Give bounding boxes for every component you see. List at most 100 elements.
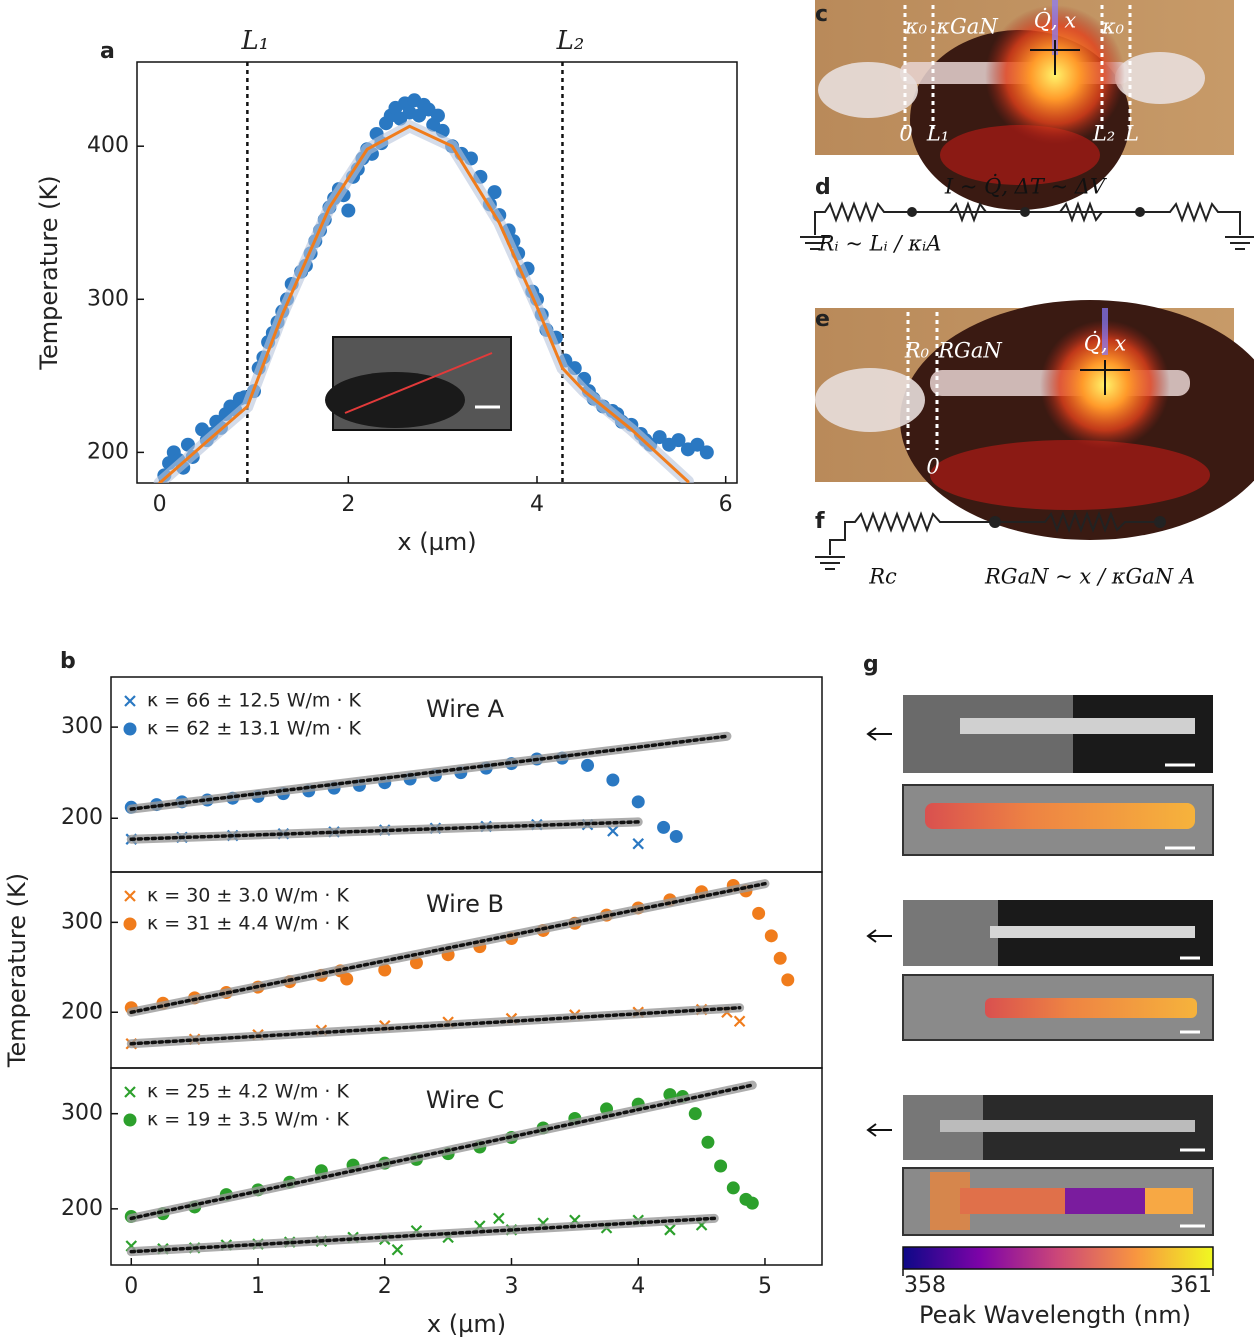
data-point bbox=[664, 1224, 676, 1236]
legend-marker bbox=[123, 1113, 137, 1127]
x-tick-label: 1 bbox=[251, 1274, 265, 1299]
legend-label: κ = 19 ± 3.5 W/m · K bbox=[147, 1109, 349, 1131]
data-point bbox=[652, 430, 667, 445]
legend-marker bbox=[124, 1086, 136, 1098]
illustration-c bbox=[815, 0, 1234, 210]
data-point bbox=[690, 437, 705, 452]
schematic-label: Rc bbox=[868, 565, 897, 589]
illustration-e bbox=[815, 300, 1254, 540]
panel-label: b bbox=[60, 649, 76, 674]
data-point bbox=[752, 906, 766, 920]
data-point bbox=[669, 829, 683, 843]
schematic-label: Q̇, x bbox=[1084, 332, 1127, 356]
data-point bbox=[714, 1159, 728, 1173]
data-point bbox=[726, 1181, 740, 1195]
x-tick-label: 0 bbox=[153, 492, 167, 517]
colorbar-label: Peak Wavelength (nm) bbox=[919, 1301, 1191, 1329]
y-tick-label: 200 bbox=[61, 999, 103, 1024]
images-g bbox=[325, 336, 1214, 1270]
data-point bbox=[487, 185, 502, 200]
x-tick-label: 2 bbox=[341, 492, 355, 517]
x-tick-label: 4 bbox=[530, 492, 544, 517]
legend-label: κ = 66 ± 12.5 W/m · K bbox=[147, 690, 362, 712]
data-point bbox=[430, 108, 445, 123]
schematic-label: I ~ Q̇, ΔT ~ ΔV bbox=[944, 175, 1107, 199]
schematic-label: RGaN ~ x / κGaN A bbox=[984, 565, 1195, 589]
plot-title: Wire C bbox=[426, 1086, 504, 1114]
schematic-label: Rᵢ ~ Lᵢ / κᵢA bbox=[818, 232, 942, 256]
legend-marker bbox=[123, 722, 137, 736]
circuit-d bbox=[800, 201, 1254, 250]
y-tick-label: 300 bbox=[61, 714, 103, 739]
x-tick-label: 5 bbox=[758, 1274, 772, 1299]
plot-area bbox=[153, 93, 714, 483]
panel-label: g bbox=[863, 652, 879, 677]
data-point bbox=[631, 795, 645, 809]
data-point bbox=[340, 972, 354, 986]
y-tick-label: 300 bbox=[87, 286, 129, 311]
data-point bbox=[773, 951, 787, 965]
data-point bbox=[733, 1015, 746, 1028]
reference-label: L₂ bbox=[556, 26, 585, 56]
x-tick-label: 4 bbox=[631, 1274, 645, 1299]
data-point bbox=[781, 973, 795, 987]
x-tick-label: 3 bbox=[504, 1274, 518, 1299]
data-point bbox=[764, 929, 778, 943]
x-tick-label: 2 bbox=[378, 1274, 392, 1299]
data-point bbox=[699, 445, 714, 460]
data-point bbox=[657, 820, 671, 834]
panel-label: a bbox=[100, 39, 115, 64]
data-point bbox=[701, 1135, 715, 1149]
plot-area bbox=[124, 731, 732, 850]
fit-line bbox=[129, 1083, 755, 1221]
schematic-label: κ₀ bbox=[1101, 15, 1125, 39]
schematic-label: R₀ bbox=[904, 339, 930, 363]
x-axis-label: x (µm) bbox=[427, 1310, 506, 1338]
y-tick-label: 200 bbox=[87, 439, 129, 464]
data-point bbox=[606, 773, 620, 787]
plot-title: Wire A bbox=[426, 695, 505, 723]
x-axis-label: x (µm) bbox=[397, 528, 476, 556]
plot-frame bbox=[110, 1067, 823, 1266]
legend-marker bbox=[124, 890, 136, 902]
schematic-label: 0 bbox=[899, 122, 912, 146]
fit-line bbox=[129, 1216, 717, 1254]
panel-label: f bbox=[815, 509, 825, 534]
panel-label: e bbox=[815, 307, 830, 332]
fit-line bbox=[129, 881, 767, 1015]
legend-label: κ = 30 ± 3.0 W/m · K bbox=[147, 885, 349, 907]
y-axis-label: Temperature (K) bbox=[3, 873, 31, 1068]
panel-label: c bbox=[815, 2, 828, 27]
schematic-label: L bbox=[1124, 122, 1139, 146]
legend-marker bbox=[123, 917, 137, 931]
fit-line bbox=[158, 124, 690, 483]
x-tick-label: 6 bbox=[719, 492, 733, 517]
fit-line bbox=[129, 734, 729, 811]
circuit-f bbox=[815, 511, 1166, 570]
reference-label: L₁ bbox=[241, 26, 270, 56]
data-point bbox=[391, 1243, 404, 1256]
panel-label: d bbox=[815, 175, 831, 200]
legend-marker bbox=[124, 695, 136, 707]
y-tick-label: 300 bbox=[61, 909, 103, 934]
plot-area bbox=[124, 878, 795, 1050]
schematic-label: RGaN bbox=[937, 339, 1002, 363]
plot-area bbox=[124, 1080, 759, 1257]
schematic-label: L₂ bbox=[1092, 122, 1115, 146]
schematic-label: κ₀ bbox=[904, 15, 928, 39]
fit-line bbox=[129, 820, 640, 841]
data-point bbox=[745, 1196, 759, 1210]
data-point bbox=[688, 1107, 702, 1121]
y-axis-label: Temperature (K) bbox=[35, 175, 63, 370]
y-tick-label: 400 bbox=[87, 133, 129, 158]
plot-title: Wire B bbox=[426, 890, 504, 918]
colorbar-tick-label: 361 bbox=[1170, 1273, 1212, 1298]
schematic-label: L₁ bbox=[926, 122, 949, 146]
legend-label: κ = 62 ± 13.1 W/m · K bbox=[147, 718, 362, 740]
schematic-label: 0 bbox=[926, 455, 939, 479]
y-tick-label: 200 bbox=[61, 805, 103, 830]
legend-label: κ = 25 ± 4.2 W/m · K bbox=[147, 1081, 349, 1103]
schematic-label: Q̇, x bbox=[1034, 9, 1077, 33]
data-point bbox=[341, 203, 356, 218]
